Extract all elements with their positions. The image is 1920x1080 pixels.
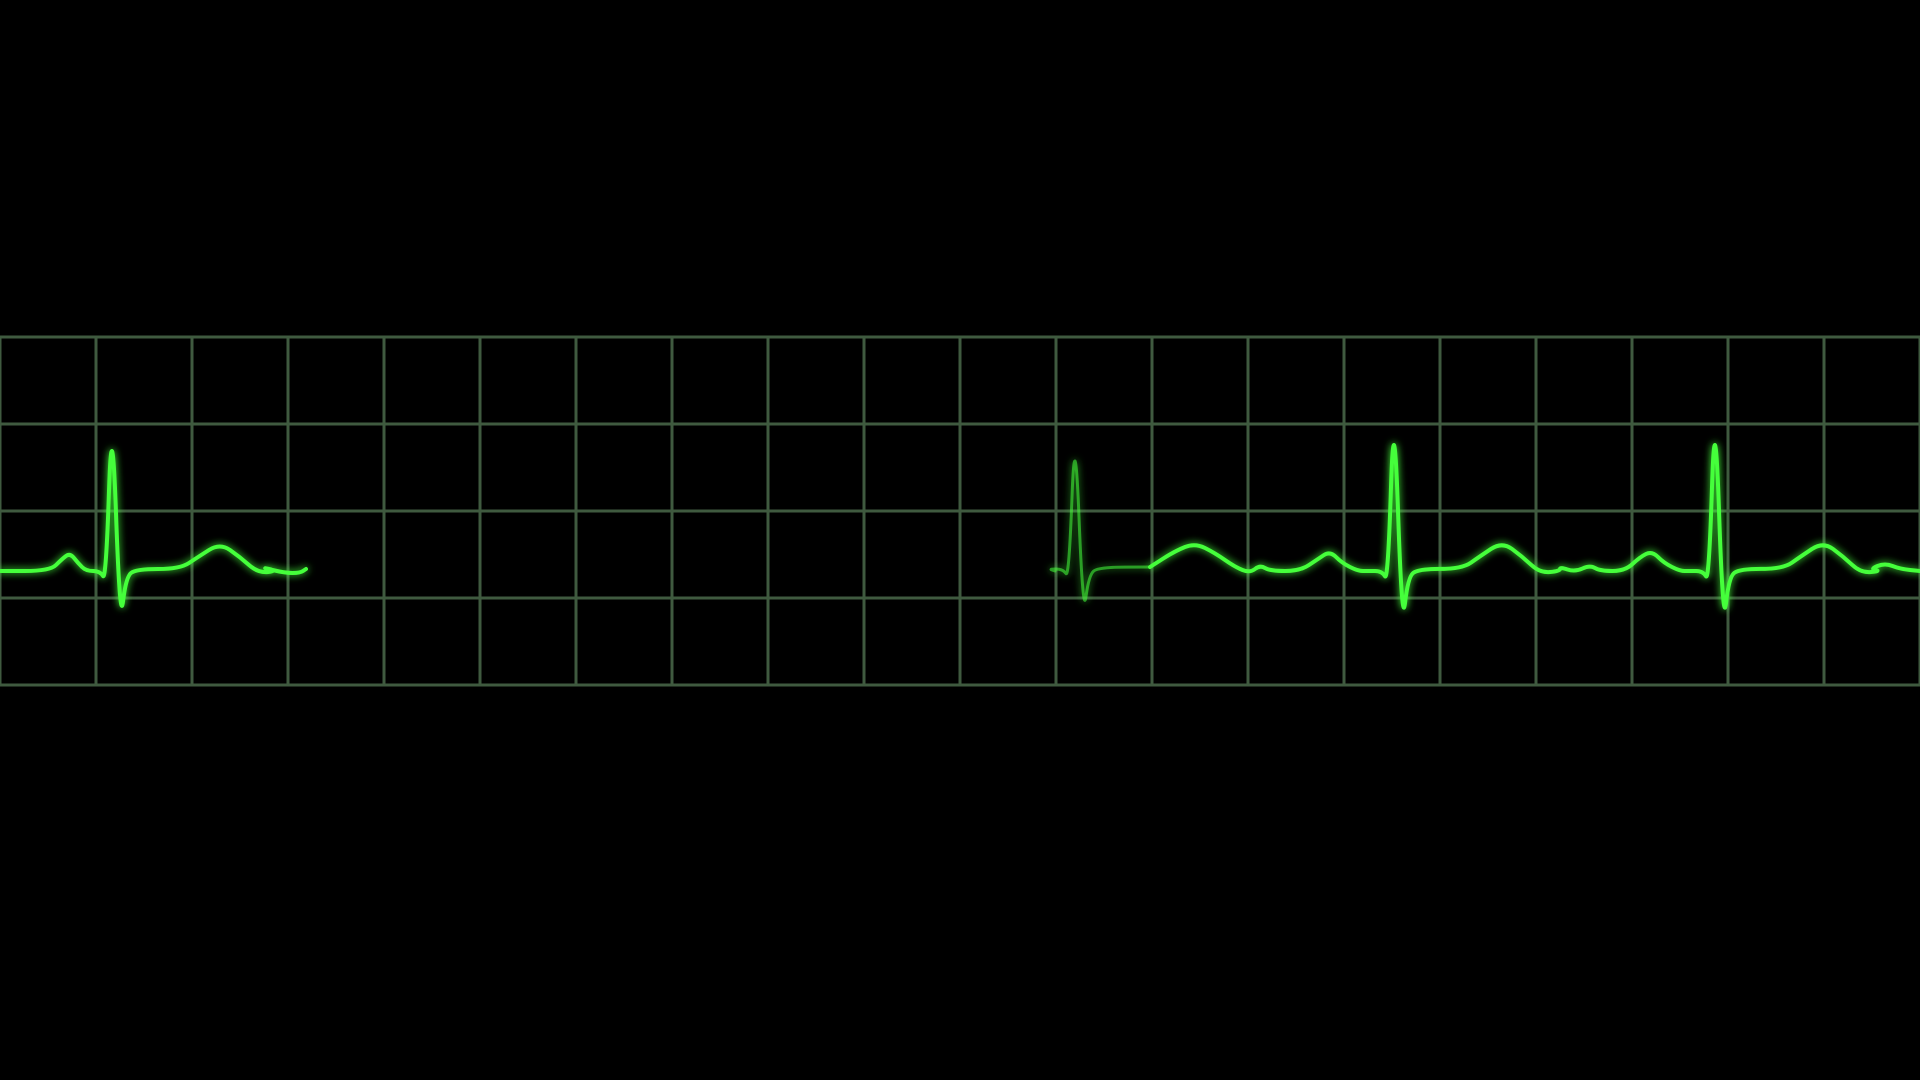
ecg-trace-faded-beat [1049,459,1152,602]
ecg-trace-segment-left [0,449,308,608]
ecg-trace-segment-right [1148,443,1920,610]
ecg-grid [0,335,1920,687]
ecg-trace [0,443,1920,610]
